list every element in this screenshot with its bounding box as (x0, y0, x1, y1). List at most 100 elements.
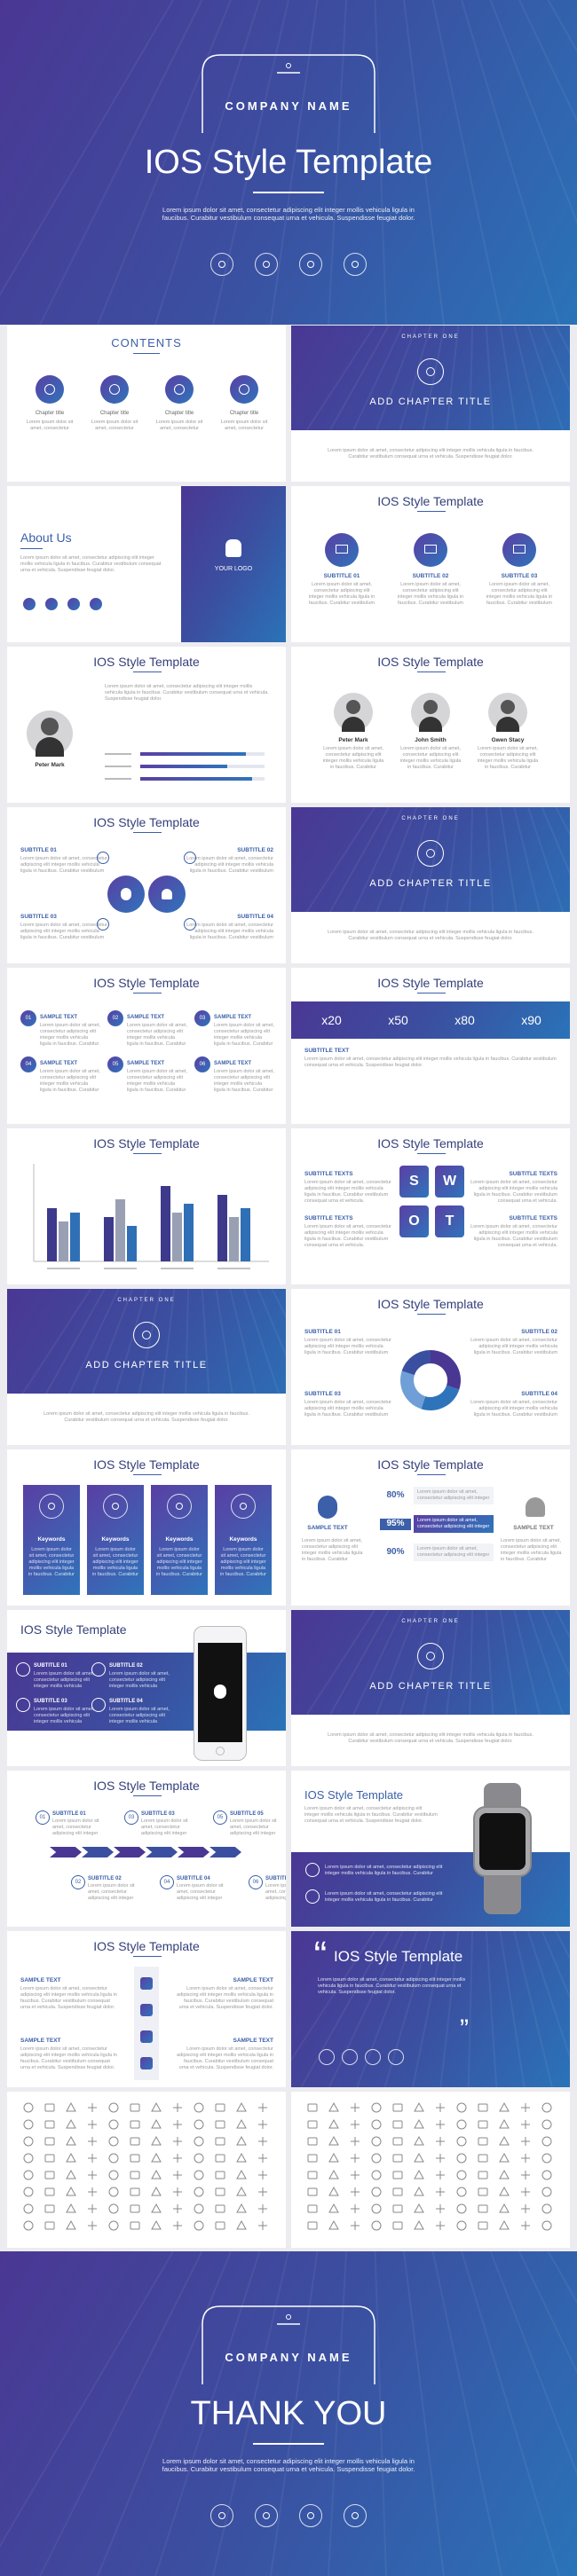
icon (307, 2221, 318, 2230)
light-streak (467, 1931, 474, 2087)
icon (499, 2118, 510, 2129)
item-title: SAMPLE TEXT (40, 1015, 78, 1020)
icon (328, 2219, 339, 2230)
keyword: Keywords (37, 1536, 66, 1543)
quote-mark: ” (460, 2014, 469, 2044)
icon-circle (365, 2049, 381, 2065)
icon-circle (299, 2504, 322, 2527)
title-rule (133, 671, 162, 672)
icon (88, 2103, 97, 2112)
bar (161, 1186, 170, 1261)
bar (115, 1199, 125, 1261)
icon-circle (167, 1494, 192, 1519)
watch-screen (479, 1813, 526, 1870)
icon (194, 2102, 204, 2113)
icon (328, 2152, 339, 2163)
icon (541, 2136, 552, 2147)
slide (291, 2092, 570, 2248)
number-badge: 02 (107, 1010, 123, 1026)
body-text: Lorem ipsum dolor sit amet, consectetur … (177, 2046, 273, 2070)
number-badge: 04 (20, 1056, 36, 1072)
icon (108, 2136, 119, 2147)
body-text: Lorem ipsum dolor sit amet, consectetur … (20, 1986, 117, 2010)
hero-text: Lorem ipsum dolor sit amet, consectetur … (162, 2457, 415, 2474)
icon (236, 2203, 247, 2213)
process-icon (140, 1977, 153, 1990)
chapter-icon (417, 1643, 444, 1669)
icon (392, 2154, 403, 2163)
light-streak (257, 1289, 286, 1358)
icon (130, 2221, 140, 2230)
apple-icon (121, 888, 131, 900)
slide: IOS Style Template S W O T SUBTITLE TEXTS Lore… (291, 1128, 570, 1284)
title-rule (133, 1795, 162, 1796)
body-text: Lorem ipsum dolor sit amet, consectetur … (477, 746, 539, 770)
icon-circle (299, 253, 322, 276)
body-text: Lorem ipsum dolor sit amet, consectetur … (304, 1056, 557, 1068)
item-title: SAMPLE TEXT (40, 1061, 78, 1066)
subtitle: SUBTITLE 05 (230, 1811, 264, 1817)
skill-tick (105, 778, 131, 780)
icon (236, 2219, 247, 2230)
icon (336, 545, 348, 554)
icon (194, 2136, 204, 2147)
icon (424, 545, 437, 554)
phone-outline (202, 54, 375, 133)
icon (456, 2102, 467, 2113)
body-text: Lorem ipsum dolor sit amet, consectetur … (186, 923, 273, 940)
light-streak (242, 1289, 286, 1418)
icon (541, 2119, 552, 2130)
donut-segment (400, 1370, 426, 1410)
stat-value: x90 (521, 1013, 541, 1027)
icon (130, 2171, 140, 2179)
icon (173, 2154, 182, 2163)
icon (240, 1503, 247, 1510)
hero-title: IOS Style Template (144, 144, 433, 181)
body-text: Lorem ipsum dolor sit amet, consectetur … (109, 1671, 170, 1689)
chapter-label: CHAPTER ONE (117, 1298, 176, 1303)
body-text: Lorem ipsum dolor sit amet, consectetur … (265, 1883, 286, 1901)
body-text: Lorem ipsum dolor sit amet, consectetur … (470, 1224, 557, 1248)
section-title: About Us (20, 530, 72, 545)
icon-circle (388, 2049, 404, 2065)
body-text: Lorem ipsum dolor sit amet, consectetur … (20, 2046, 117, 2070)
keyword-card: Keywords Lorem ipsum dolor sit amet, cons… (87, 1485, 144, 1595)
icon (478, 2137, 488, 2146)
icon (392, 2120, 403, 2129)
icon (44, 2171, 55, 2179)
slide-title: IOS Style Template (377, 655, 484, 669)
icon (478, 2171, 488, 2179)
bar (127, 1226, 137, 1261)
icon (352, 261, 359, 268)
number-badge: 03 (194, 1010, 210, 1026)
body-text: Lorem ipsum dolor sit amet, consectetur … (470, 1180, 557, 1204)
title-rule (20, 548, 43, 549)
slide: CHAPTER ONE ADD CHAPTER TITLE Lorem ipsum … (7, 1289, 286, 1445)
title-rule (133, 832, 162, 833)
body-text: Lorem ipsum dolor sit amet, consectetur … (20, 856, 107, 874)
item-title: SAMPLE TEXT (233, 2038, 273, 2044)
skill-bar (140, 765, 227, 768)
icon (236, 2101, 247, 2112)
icon (130, 2120, 140, 2129)
icon (328, 2101, 339, 2112)
body-text: Lorem ipsum dolor sit amet, consectetur … (318, 1977, 466, 1995)
graphic (202, 54, 375, 133)
light-streak (39, 0, 203, 325)
number-badge: 06 (194, 1056, 210, 1072)
slide-title: IOS Style Template (304, 1788, 404, 1802)
chapter-icon (133, 1322, 160, 1348)
body-text: Lorem ipsum dolor sit amet, consectetur … (28, 1547, 75, 1577)
light-streak (431, 0, 502, 325)
icon (371, 2153, 382, 2164)
icon (151, 2101, 162, 2112)
light-streak (374, 0, 387, 325)
icon-circle (91, 1698, 106, 1712)
icon-circle (305, 1889, 320, 1904)
light-streak (541, 1610, 570, 1679)
body-text: Lorem ipsum dolor sit amet, consectetur … (397, 582, 464, 606)
photo-head (41, 718, 59, 735)
icon-circle (210, 253, 233, 276)
light-streak (271, 1289, 286, 1318)
light-streak (431, 2251, 502, 2576)
